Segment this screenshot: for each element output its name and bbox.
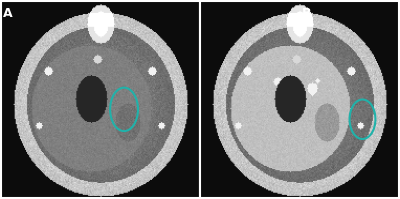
Text: B: B <box>302 7 311 20</box>
Text: A: A <box>3 7 12 20</box>
